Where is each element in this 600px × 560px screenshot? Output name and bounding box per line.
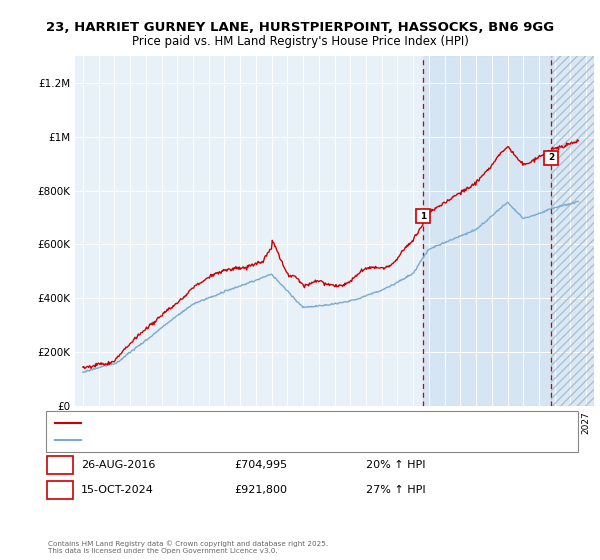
Text: 23, HARRIET GURNEY LANE, HURSTPIERPOINT, HASSOCKS, BN6 9GG: 23, HARRIET GURNEY LANE, HURSTPIERPOINT,… bbox=[46, 21, 554, 34]
Text: £921,800: £921,800 bbox=[234, 485, 287, 495]
Text: 27% ↑ HPI: 27% ↑ HPI bbox=[366, 485, 425, 495]
Text: Contains HM Land Registry data © Crown copyright and database right 2025.
This d: Contains HM Land Registry data © Crown c… bbox=[48, 541, 328, 554]
Text: 26-AUG-2016: 26-AUG-2016 bbox=[81, 460, 155, 470]
Text: £704,995: £704,995 bbox=[234, 460, 287, 470]
Text: 2: 2 bbox=[548, 153, 554, 162]
Text: HPI: Average price, detached house, Mid Sussex: HPI: Average price, detached house, Mid … bbox=[85, 436, 289, 445]
Bar bbox=[551, 56, 594, 406]
Text: 15-OCT-2024: 15-OCT-2024 bbox=[81, 485, 154, 495]
Bar bbox=[424, 56, 551, 406]
Text: 20% ↑ HPI: 20% ↑ HPI bbox=[366, 460, 425, 470]
Bar bbox=[551, 56, 594, 406]
Text: Price paid vs. HM Land Registry's House Price Index (HPI): Price paid vs. HM Land Registry's House … bbox=[131, 35, 469, 48]
Text: 1: 1 bbox=[56, 460, 64, 470]
Text: 1: 1 bbox=[420, 212, 427, 221]
Text: 2: 2 bbox=[56, 485, 64, 495]
Text: 23, HARRIET GURNEY LANE, HURSTPIERPOINT, HASSOCKS, BN6 9GG (detached house): 23, HARRIET GURNEY LANE, HURSTPIERPOINT,… bbox=[85, 419, 451, 428]
